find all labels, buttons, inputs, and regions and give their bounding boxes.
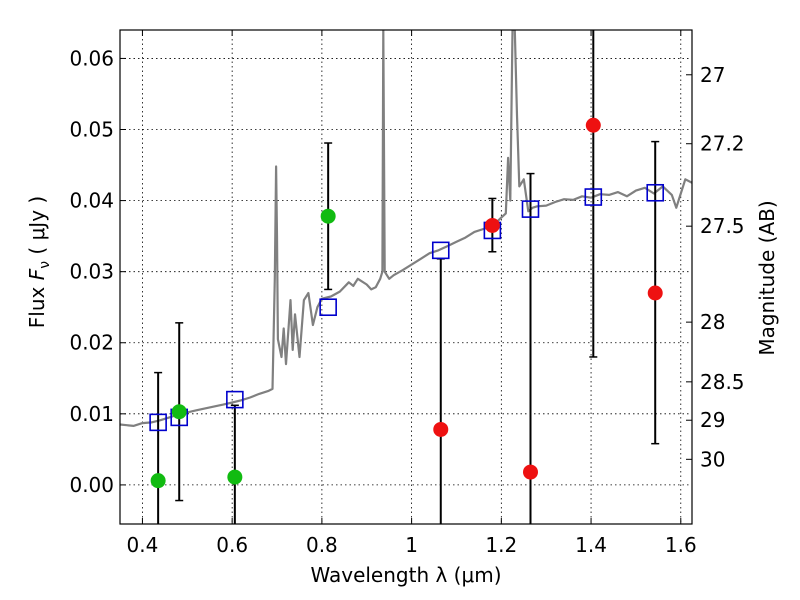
y-tick-label: 0.02 [69,331,114,355]
x-axis-title: Wavelength λ (μm) [310,563,501,587]
x-tick-label: 0.8 [306,533,338,557]
red-point [522,464,538,480]
plot-frame [119,29,693,525]
model-square [521,200,540,218]
right-tick-label: 27.2 [700,132,745,156]
y-tick-label: 0.04 [69,189,114,213]
y-axis-title: Flux Fν ( μJy ) [25,196,53,328]
red-point [585,117,601,133]
y-tick-label: 0.05 [69,118,114,142]
y-tick-label: 0.06 [69,46,114,70]
right-axis-title: Magnitude (AB) [755,200,779,355]
right-tick-label: 30 [700,447,725,471]
x-tick-label: 1.6 [665,533,697,557]
x-tick-label: 0.4 [127,533,159,557]
model-square [431,241,450,260]
model-photometry-series [149,183,665,432]
ticks: 0.4 0.6 0.8 1 1.2 1.4 1.6 0.00 0.01 0.02 0.03 0.04 0… [69,30,745,557]
model-square [319,298,337,317]
model-square [584,188,603,206]
model-square [226,390,244,409]
y-axis-title-prefix: Flux [25,280,49,328]
green-point [227,469,243,485]
x-tick-label: 0.6 [216,533,248,557]
right-tick-label: 28.5 [700,370,745,394]
y-axis-title-symbol: F [25,268,49,280]
red-point [433,421,449,437]
model-square [149,413,167,432]
right-tick-label: 28 [700,310,725,334]
y-tick-label: 0.01 [69,402,114,426]
model-square [646,183,665,202]
red-point [647,285,663,301]
y-tick-label: 0.00 [69,473,114,497]
x-tick-label: 1 [405,533,418,557]
y-axis-title-subscript: ν [37,261,53,269]
x-tick-label: 1.4 [575,533,607,557]
y-axis-title-suffix: ( μJy ) [25,196,49,261]
green-point [171,404,187,420]
error-bars [154,30,660,524]
green-point [320,208,336,224]
spectrum-series [120,30,692,427]
grid [120,30,692,524]
right-tick-label: 27 [700,63,725,87]
measurement-series [150,117,663,489]
x-tick-label: 1.2 [485,533,517,557]
spectrum-line [120,30,692,427]
y-tick-label: 0.03 [69,260,114,284]
right-tick-label: 29 [700,408,725,432]
green-point [150,473,166,489]
right-tick-label: 27.5 [700,214,745,238]
red-point [484,217,500,233]
